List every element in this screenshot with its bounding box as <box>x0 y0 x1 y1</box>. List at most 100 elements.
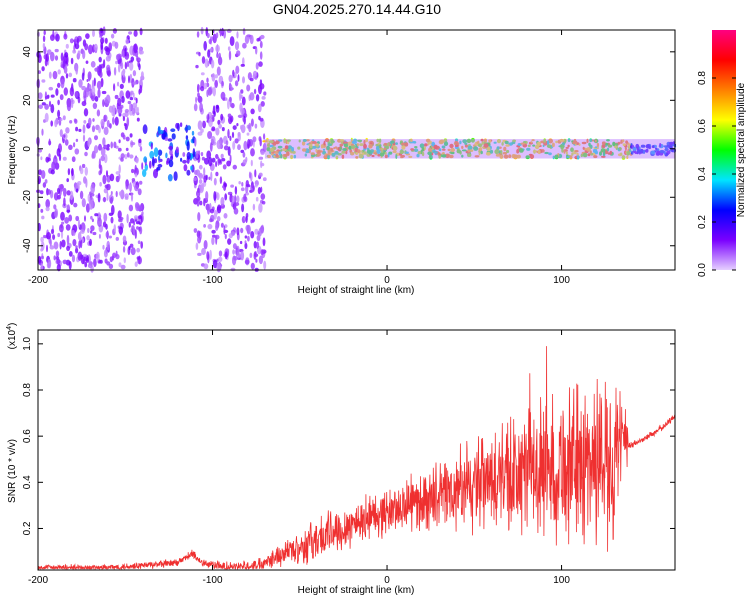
heatmap-cell <box>87 263 93 269</box>
heatmap-cell <box>136 226 139 230</box>
snr-point <box>369 516 370 517</box>
spectrogram-xlabel: Height of straight line (km) <box>298 285 415 296</box>
snr-point <box>509 477 510 478</box>
heatmap-cell <box>141 162 144 170</box>
heatmap-cell <box>130 90 134 95</box>
heatmap-cell <box>239 102 243 112</box>
heatmap-cell <box>119 83 124 89</box>
heatmap-cell <box>242 42 247 49</box>
heatmap-cell <box>157 149 163 156</box>
heatmap-cell <box>111 204 115 215</box>
heatmap-cell <box>242 76 245 84</box>
heatmap-cell <box>136 55 139 62</box>
snr-point <box>191 553 192 554</box>
heatmap-cell <box>232 243 237 250</box>
heatmap-cell <box>201 247 206 256</box>
heatmap-cell <box>103 249 108 258</box>
snr-point <box>544 468 545 469</box>
colorbar-tick-label: 0.2 <box>697 215 708 229</box>
heatmap-cell <box>136 117 140 122</box>
heatmap-cell <box>48 100 52 107</box>
heatmap-cell <box>120 264 126 270</box>
heatmap-cell <box>245 216 248 224</box>
heatmap-cell <box>250 219 253 224</box>
heatmap-cell <box>67 168 71 176</box>
heatmap-cell <box>262 237 266 247</box>
heatmap-cell <box>208 38 212 45</box>
heatmap-cell <box>124 193 129 199</box>
heatmap-cell <box>120 62 124 70</box>
heatmap-cell <box>68 214 73 222</box>
heatmap-cell <box>88 74 91 82</box>
spectrogram-ytick-label: 20 <box>22 94 33 106</box>
heatmap-cell <box>102 197 107 203</box>
heatmap-cell <box>75 215 80 222</box>
heatmap-cell <box>83 120 87 124</box>
heatmap-cell <box>50 94 55 98</box>
heatmap-cell <box>193 228 198 233</box>
heatmap-cell <box>92 29 95 37</box>
heatmap-cell <box>233 255 238 261</box>
heatmap-cell <box>59 129 63 138</box>
snr-point <box>666 424 667 425</box>
heatmap-cell <box>247 138 251 149</box>
heatmap-cell <box>126 116 130 127</box>
heatmap-cell <box>236 245 240 256</box>
heatmap-cell <box>195 64 199 69</box>
heatmap-cell <box>128 245 131 251</box>
heatmap-cell <box>129 154 134 159</box>
heatmap-cell <box>207 223 213 230</box>
snr-point <box>72 567 73 568</box>
heatmap-cell <box>63 197 66 207</box>
heatmap-cell <box>57 82 61 88</box>
heatmap-cell <box>75 247 79 254</box>
heatmap-cell <box>41 255 44 260</box>
heatmap-cell <box>49 245 55 250</box>
spectrogram-xtick-label: -100 <box>203 275 223 286</box>
heatmap-cell <box>186 125 191 131</box>
heatmap-cell <box>236 195 240 204</box>
heatmap-cell <box>206 32 210 39</box>
heatmap-cell <box>171 133 176 140</box>
heatmap-cell <box>209 218 213 223</box>
heatmap-cell <box>57 69 61 75</box>
heatmap-cell <box>105 94 111 105</box>
snr-ytick-label: 1.0 <box>22 336 33 350</box>
heatmap-cell <box>203 82 208 90</box>
heatmap-cell <box>245 180 249 187</box>
heatmap-cell <box>235 65 240 75</box>
heatmap-cell <box>114 116 119 126</box>
heatmap-cell <box>249 92 255 101</box>
heatmap-cell <box>62 259 68 265</box>
heatmap-cell <box>37 54 42 63</box>
heatmap-cell <box>118 191 123 196</box>
heatmap-cell <box>99 259 103 264</box>
heatmap-cell <box>238 254 241 259</box>
colorbar-label: Normalized spectral amplitude <box>736 82 747 217</box>
heatmap-cell <box>250 108 255 115</box>
heatmap-cell <box>168 159 174 168</box>
heatmap-cell <box>59 117 63 122</box>
figure-title: GN04.2025.270.14.44.G10 <box>273 1 441 17</box>
heatmap-cell <box>99 182 102 187</box>
heatmap-cell <box>106 191 109 201</box>
heatmap-cell <box>220 222 224 228</box>
heatmap-cell <box>242 57 245 66</box>
heatmap-cell <box>65 43 69 49</box>
heatmap-cell <box>124 61 128 70</box>
heatmap-cell <box>84 43 89 51</box>
heatmap-cell <box>69 38 74 44</box>
heatmap-cell <box>128 31 133 35</box>
snr-point <box>352 523 353 524</box>
heatmap-cell <box>165 152 168 159</box>
snr-xtick-label: 100 <box>553 575 570 586</box>
heatmap-cell <box>199 200 203 206</box>
heatmap-cell <box>64 217 69 224</box>
heatmap-cell <box>134 173 138 178</box>
heatmap-cell <box>85 33 90 39</box>
heatmap-cell <box>73 202 78 208</box>
snr-point <box>142 565 143 566</box>
heatmap-cell <box>50 228 55 235</box>
heatmap-cell <box>53 210 58 217</box>
